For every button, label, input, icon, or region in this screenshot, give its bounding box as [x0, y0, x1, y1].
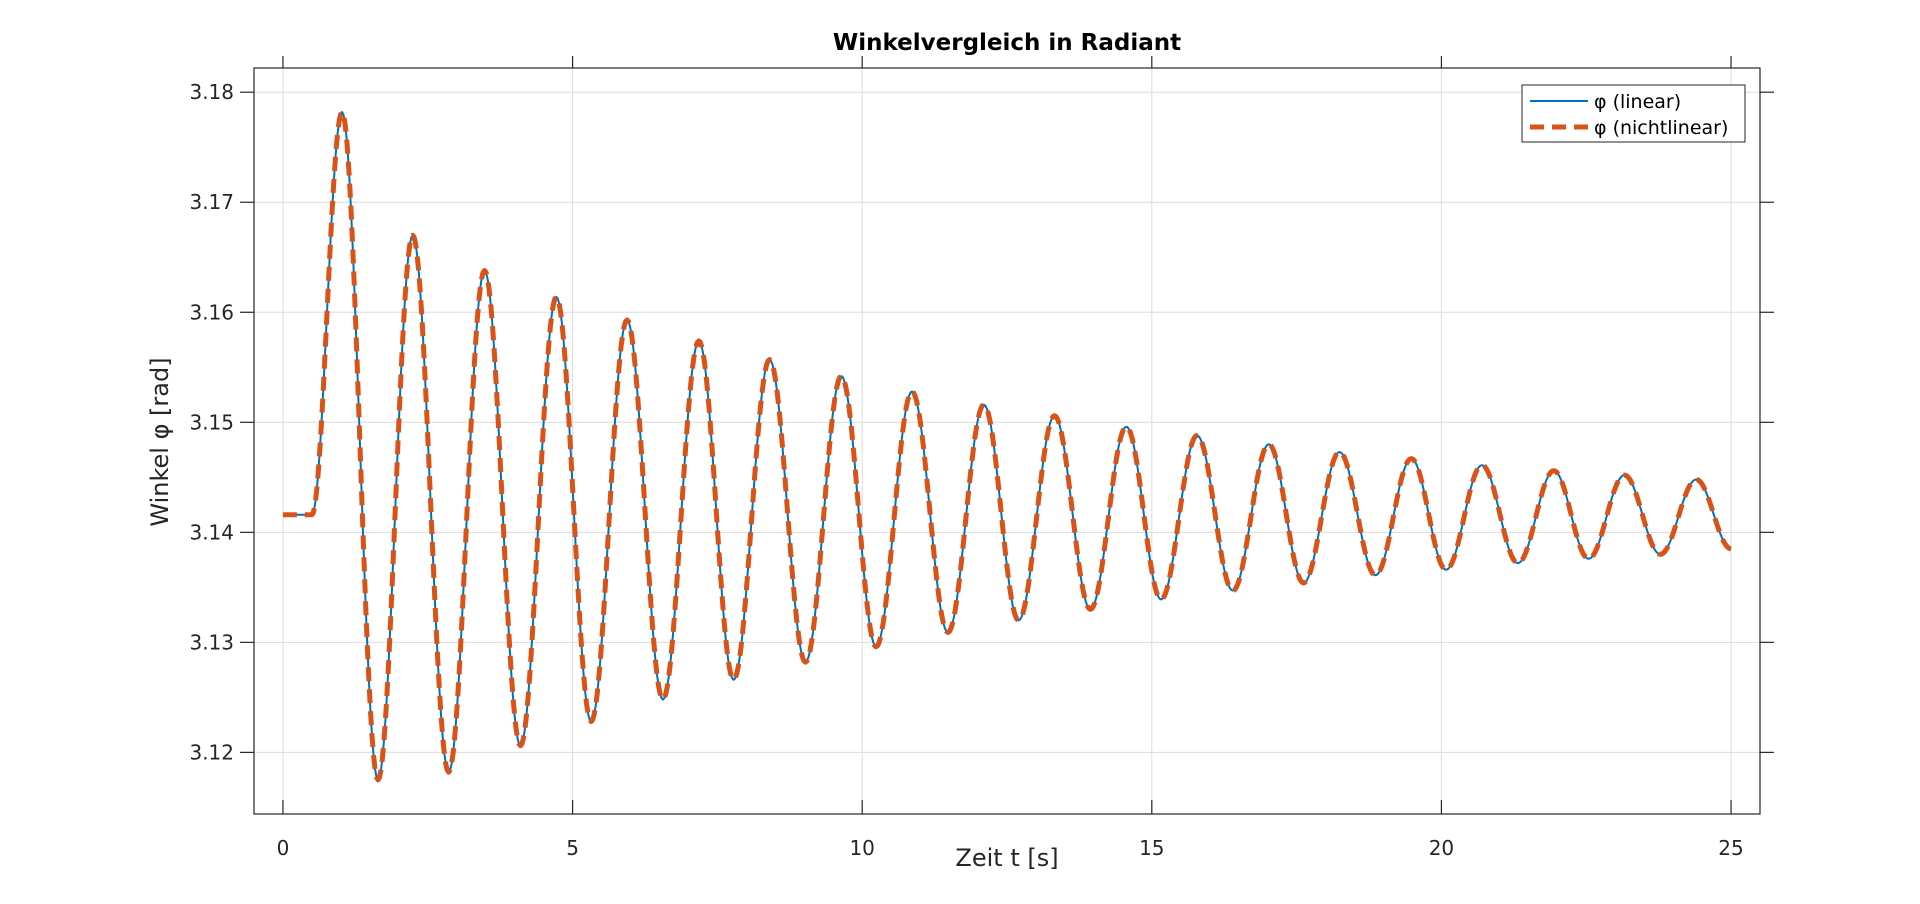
x-tick-label: 25 [1718, 836, 1743, 860]
chart-title: Winkelvergleich in Radiant [833, 30, 1181, 56]
legend-label-linear: φ (linear) [1594, 91, 1681, 113]
y-tick-label: 3.17 [189, 190, 234, 214]
y-tick-label: 3.15 [189, 410, 234, 434]
x-tick-label: 20 [1429, 836, 1454, 860]
axis-ticks [240, 56, 1774, 814]
y-tick-labels: 3.12 3.13 3.14 3.15 3.16 3.17 3.18 [189, 80, 234, 764]
plot-area [254, 68, 1760, 814]
x-tick-label: 0 [277, 836, 290, 860]
x-tick-label: 5 [566, 836, 579, 860]
y-axis-label: Winkel φ [rad] [146, 357, 174, 526]
legend: φ (linear) φ (nichtlinear) [1521, 84, 1746, 143]
axes-frame [253, 67, 1761, 815]
series-layer [282, 109, 1733, 783]
legend-box [1521, 84, 1746, 143]
x-tick-label: 15 [1139, 836, 1164, 860]
y-tick-label: 3.13 [189, 630, 234, 654]
x-tick-label: 10 [849, 836, 874, 860]
y-tick-label: 3.18 [189, 80, 234, 104]
x-tick-labels: 0 5 10 15 20 25 [277, 836, 1744, 860]
series-line-nichtlinear [282, 109, 1733, 783]
y-tick-label: 3.14 [189, 520, 234, 544]
y-tick-label: 3.12 [189, 740, 234, 764]
y-tick-label: 3.16 [189, 300, 234, 324]
legend-label-nichtlinear: φ (nichtlinear) [1594, 117, 1728, 139]
x-axis-label: Zeit t [s] [955, 844, 1058, 872]
